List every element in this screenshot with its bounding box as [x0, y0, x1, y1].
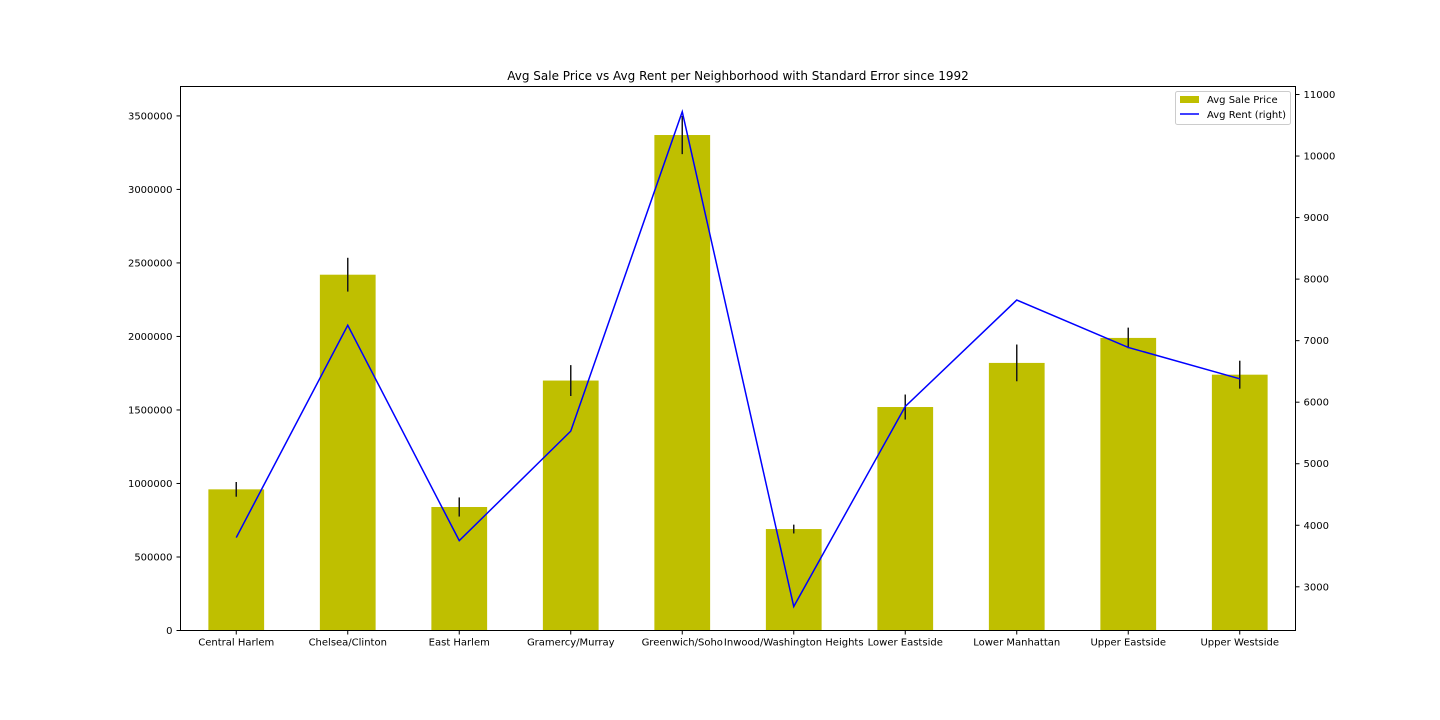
legend-box — [1175, 91, 1291, 125]
left-tick-label: 1000000 — [128, 479, 173, 490]
bar — [877, 407, 934, 631]
bar — [431, 506, 488, 631]
bar — [765, 529, 822, 631]
x-tick-label: Greenwich/Soho — [642, 638, 723, 649]
bar — [208, 489, 265, 631]
x-tick-label: Central Harlem — [198, 638, 274, 649]
x-tick-label: East Harlem — [429, 638, 490, 649]
legend-line-label: Avg Rent (right) — [1207, 110, 1286, 121]
bar — [542, 380, 599, 631]
legend: Avg Sale Price Avg Rent (right) — [1175, 91, 1291, 125]
right-tick-label: 5000 — [1304, 459, 1329, 470]
left-tick-label: 3000000 — [128, 185, 173, 196]
bar-series — [208, 135, 1268, 631]
x-tick-label: Lower Eastside — [868, 638, 943, 649]
error-bars — [235, 115, 1241, 534]
bar — [1211, 374, 1268, 631]
plot-frame — [180, 86, 1296, 631]
legend-bar-label: Avg Sale Price — [1207, 95, 1278, 106]
left-tick-label: 500000 — [134, 552, 172, 563]
line-series — [235, 109, 1240, 609]
right-axis: 3000 4000 5000 6000 7000 8000 9000 10000 11000 — [1295, 90, 1336, 593]
bar — [1100, 337, 1157, 631]
left-tick-label: 2500000 — [128, 258, 173, 269]
x-tick-label: Lower Manhattan — [973, 638, 1060, 649]
legend-bar-swatch — [1180, 96, 1199, 103]
left-tick-label: 0 — [166, 626, 172, 637]
right-tick-label: 8000 — [1304, 275, 1329, 286]
bar — [319, 274, 376, 631]
bar — [654, 135, 711, 631]
rent-line — [235, 109, 1240, 609]
x-tick-label: Chelsea/Clinton — [309, 638, 387, 649]
left-axis: 0 500000 1000000 1500000 2000000 2500000 30000… — [128, 111, 181, 637]
x-tick-label: Inwood/Washington Heights — [724, 638, 864, 649]
x-tick-label: Upper Westside — [1200, 638, 1279, 649]
chart-title: Avg Sale Price vs Avg Rent per Neighborh… — [507, 69, 968, 83]
x-tick-label: Gramercy/Murray — [527, 638, 615, 649]
left-tick-label: 1500000 — [128, 405, 173, 416]
right-tick-label: 7000 — [1304, 336, 1329, 347]
x-tick-label: Upper Eastside — [1090, 638, 1166, 649]
right-tick-label: 11000 — [1304, 90, 1336, 101]
x-axis: Central Harlem Chelsea/Clinton East Harlem… — [198, 630, 1279, 649]
right-tick-label: 4000 — [1304, 521, 1329, 532]
bar — [988, 362, 1045, 631]
right-tick-label: 10000 — [1304, 152, 1336, 163]
left-tick-label: 2000000 — [128, 332, 173, 343]
right-tick-label: 3000 — [1304, 582, 1329, 593]
right-tick-label: 9000 — [1304, 213, 1329, 224]
left-tick-label: 3500000 — [128, 111, 173, 122]
right-tick-label: 6000 — [1304, 398, 1329, 409]
